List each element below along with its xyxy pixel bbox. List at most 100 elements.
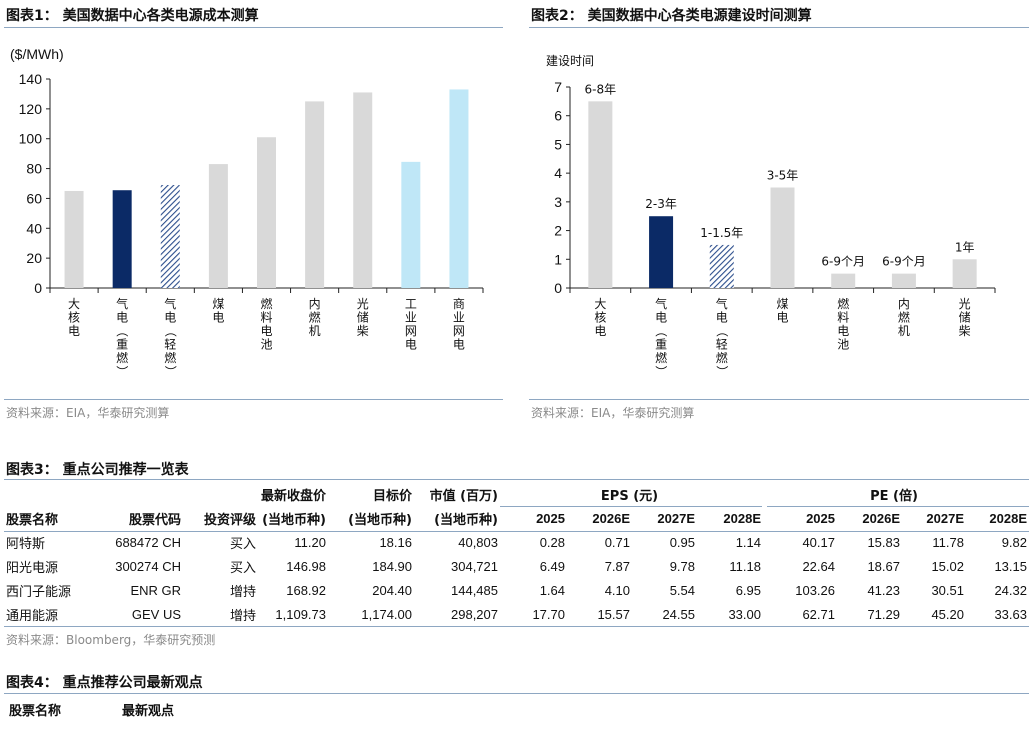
cell-stock-code: 688472 CH bbox=[115, 534, 181, 550]
category-label-char: 机 bbox=[898, 324, 910, 338]
cell-value: 304,721 bbox=[451, 558, 498, 574]
category-label-char: 燃 bbox=[716, 350, 728, 365]
cell-value: 15.02 bbox=[931, 558, 964, 574]
cell-value: 18.16 bbox=[379, 534, 412, 550]
header-rating: 投资评级 bbox=[203, 512, 256, 528]
category-label-char: 光 bbox=[357, 297, 369, 311]
category-label-char: 气 bbox=[655, 296, 667, 311]
bar-3 bbox=[208, 164, 228, 288]
cell-value: 45.20 bbox=[931, 606, 964, 622]
category-label-char: 燃 bbox=[898, 310, 910, 325]
bar-annotation-1: 2-3年 bbox=[645, 197, 677, 211]
bar-3 bbox=[770, 187, 795, 288]
category-label-char: 轻 bbox=[164, 338, 176, 352]
category-label-char: 燃 bbox=[164, 350, 176, 365]
table-row: 西门子能源 ENR GR 增持 168.92 204.40 144,485 1.64 4.10… bbox=[6, 578, 1027, 602]
cell-value: 71.29 bbox=[867, 606, 900, 622]
category-label-char: 气 bbox=[716, 296, 728, 311]
header-eps-2028e: 2028E bbox=[723, 510, 761, 526]
cell-value: 62.71 bbox=[802, 606, 835, 622]
cell-value: 33.00 bbox=[728, 606, 761, 622]
category-label-char: 电 bbox=[776, 311, 788, 325]
cell-value: 30.51 bbox=[931, 582, 964, 598]
category-label-char: 网 bbox=[453, 324, 465, 338]
category-label-char: 电 bbox=[655, 311, 667, 325]
bar-5 bbox=[305, 101, 325, 289]
bar-annotation-4: 6-9个月 bbox=[821, 255, 865, 269]
y-tick-label: 5 bbox=[554, 136, 562, 152]
category-label-char: 池 bbox=[837, 338, 849, 352]
figure2-top-rule bbox=[529, 27, 1029, 28]
category-label-char: 电 bbox=[260, 324, 272, 338]
category-label-char: 电 bbox=[68, 324, 80, 338]
category-label-char: 商 bbox=[453, 296, 465, 311]
figure1-title: 图表1： 美国数据中心各类电源成本测算 bbox=[6, 8, 259, 24]
y-tick-label: 3 bbox=[554, 194, 562, 210]
category-label-char: 煤 bbox=[212, 297, 224, 311]
figure3-title: 图表3： 重点公司推荐一览表 bbox=[6, 462, 189, 478]
y-tick-label: 0 bbox=[554, 280, 562, 296]
y-tick-label: 40 bbox=[26, 220, 42, 236]
bar-4 bbox=[257, 137, 276, 288]
bar-6 bbox=[952, 259, 977, 288]
category-label-char: 燃 bbox=[837, 296, 849, 311]
category-label-char: 气 bbox=[164, 296, 176, 311]
cell-value: 22.64 bbox=[802, 558, 835, 574]
header-close-price: 最新收盘价 bbox=[260, 488, 326, 504]
cell-rating: 买入 bbox=[229, 560, 256, 576]
category-label-char: 电 bbox=[837, 324, 849, 338]
category-label-char: 大 bbox=[68, 297, 80, 311]
category-label-char: 轻 bbox=[716, 338, 728, 352]
table-row: 阳光电源 300274 CH 买入 146.98 184.90 304,721 6.49 7.… bbox=[6, 554, 1027, 578]
category-label-char: 网 bbox=[405, 324, 417, 338]
category-label-char: 业 bbox=[453, 311, 465, 325]
y-tick-label: 0 bbox=[34, 280, 42, 296]
table-row: 阿特斯 688472 CH 买入 11.20 18.16 40,803 0.28 0.71 0.… bbox=[6, 530, 1027, 554]
cell-value: 11.18 bbox=[729, 558, 761, 574]
cost-bar-chart: 020406080100120140大核电气电（重燃）气电（轻燃）煤电燃料电池内… bbox=[10, 46, 484, 378]
figure3-source: 资料来源：Bloomberg，华泰研究预测 bbox=[6, 633, 216, 647]
header-market-cap: 市值 (百万) bbox=[429, 488, 498, 504]
category-label-char: （ bbox=[715, 325, 729, 337]
cell-value: 0.95 bbox=[669, 534, 695, 550]
y-tick-label: 120 bbox=[19, 101, 43, 117]
bar-8 bbox=[449, 89, 469, 288]
header-target-price: 目标价 bbox=[372, 488, 412, 504]
figure1-bottom-rule bbox=[4, 399, 503, 400]
header-currency-3: (当地币种) bbox=[434, 512, 498, 528]
y-tick-label: 1 bbox=[554, 251, 562, 267]
category-label-char: 电 bbox=[164, 311, 176, 325]
y-axis-label: 建设时间 bbox=[546, 54, 594, 68]
header-eps-2025: 2025 bbox=[536, 510, 565, 526]
cell-value: 41.23 bbox=[867, 582, 900, 598]
figure4-title: 图表4： 重点推荐公司最新观点 bbox=[6, 675, 203, 691]
cell-value: 146.98 bbox=[286, 558, 326, 574]
table-header-row-2: 股票名称 股票代码 投资评级 (当地币种) (当地币种) (当地币种) 2025… bbox=[6, 506, 1027, 530]
header-eps-2026e: 2026E bbox=[592, 510, 630, 526]
y-tick-label: 100 bbox=[19, 131, 43, 147]
bar-annotation-2: 1-1.5年 bbox=[700, 226, 743, 240]
cell-value: 0.28 bbox=[539, 534, 565, 550]
y-unit-label: ($/MWh) bbox=[10, 46, 64, 62]
category-label-char: 柴 bbox=[357, 324, 369, 338]
bar-1 bbox=[112, 190, 132, 288]
category-label-char: 燃 bbox=[116, 350, 128, 365]
category-label-char: 燃 bbox=[655, 350, 667, 365]
cell-value: 184.90 bbox=[372, 558, 412, 574]
cell-value: 24.55 bbox=[662, 606, 695, 622]
bar-6 bbox=[353, 92, 373, 288]
cell-stock-code: ENR GR bbox=[130, 582, 181, 598]
cell-value: 298,207 bbox=[451, 606, 498, 622]
figure2-bottom-rule bbox=[529, 399, 1029, 400]
header-stock-code: 股票代码 bbox=[128, 512, 181, 528]
y-tick-label: 60 bbox=[26, 190, 42, 206]
cell-value: 7.87 bbox=[604, 558, 630, 574]
cell-rating: 增持 bbox=[229, 584, 256, 600]
header-stock-name: 股票名称 bbox=[6, 512, 59, 528]
y-tick-label: 6 bbox=[554, 108, 562, 124]
cell-value: 40,803 bbox=[458, 534, 498, 550]
category-label-char: 光 bbox=[959, 297, 971, 311]
bar-2 bbox=[709, 244, 734, 288]
category-label-char: 内 bbox=[898, 297, 910, 311]
cell-stock-name: 阳光电源 bbox=[6, 560, 59, 576]
